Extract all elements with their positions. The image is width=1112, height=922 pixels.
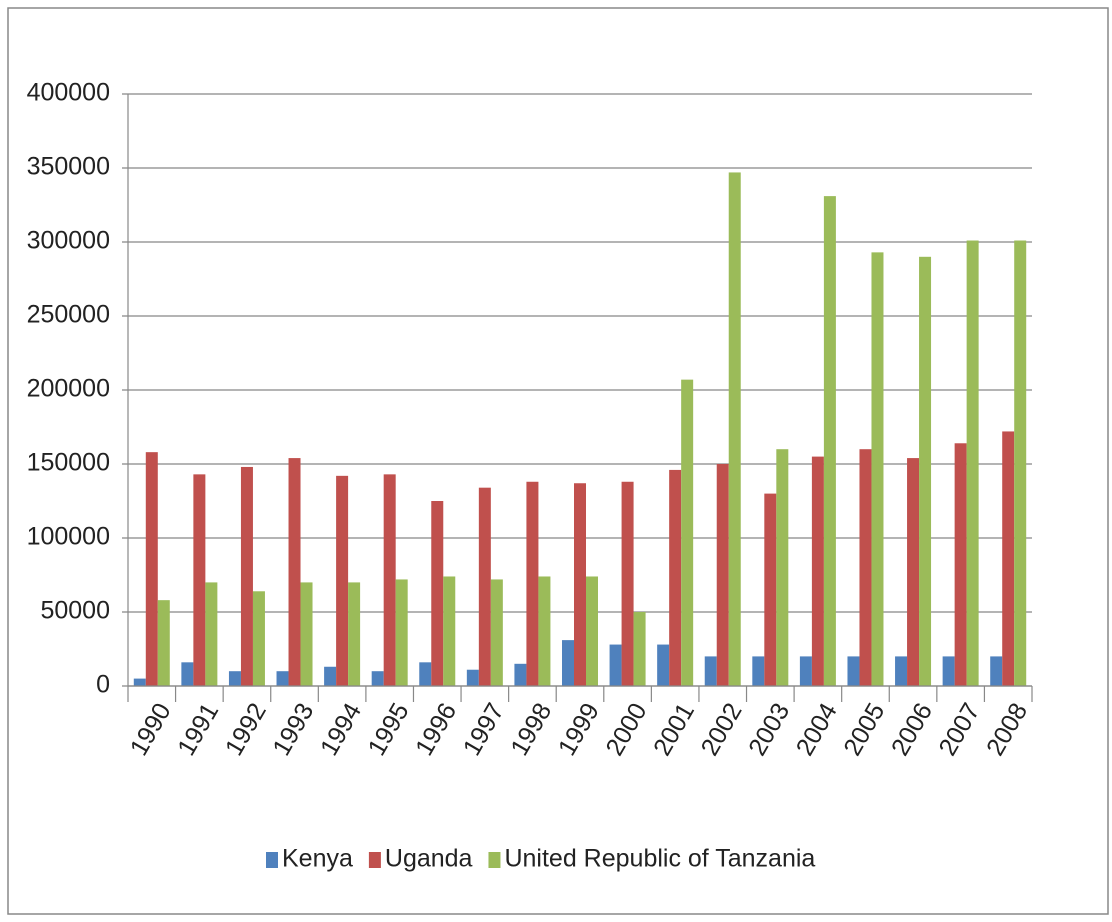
bar bbox=[966, 240, 979, 686]
bar bbox=[276, 671, 289, 686]
bar bbox=[288, 458, 301, 686]
bar bbox=[514, 663, 527, 686]
bar bbox=[811, 456, 824, 686]
bar bbox=[776, 449, 789, 686]
bar bbox=[704, 656, 717, 686]
bar bbox=[681, 379, 694, 686]
bar bbox=[133, 678, 146, 686]
bar bbox=[954, 443, 967, 686]
bar bbox=[348, 582, 361, 686]
bar bbox=[574, 483, 586, 686]
bar bbox=[181, 662, 194, 686]
bar bbox=[526, 481, 539, 686]
bar bbox=[657, 644, 670, 686]
bar bbox=[490, 579, 503, 686]
legend-swatch bbox=[488, 852, 501, 868]
y-tick-label: 350000 bbox=[27, 153, 110, 181]
bar bbox=[252, 591, 265, 686]
bar bbox=[336, 475, 349, 686]
bar bbox=[443, 576, 456, 686]
bar bbox=[431, 501, 444, 686]
bar bbox=[1002, 431, 1015, 686]
bar bbox=[752, 656, 765, 686]
legend-swatch bbox=[368, 852, 381, 868]
bar bbox=[669, 469, 682, 686]
bar bbox=[157, 600, 170, 686]
bar bbox=[871, 252, 884, 687]
bar bbox=[919, 256, 932, 686]
bar bbox=[859, 449, 872, 686]
bar bbox=[240, 466, 253, 686]
legend-label: Uganda bbox=[385, 845, 473, 873]
bar bbox=[324, 666, 337, 686]
chart-frame bbox=[7, 7, 1109, 915]
bar bbox=[193, 474, 206, 686]
bar bbox=[942, 656, 955, 686]
bar bbox=[586, 576, 598, 686]
bar bbox=[823, 196, 836, 686]
bar bbox=[419, 662, 432, 686]
bar bbox=[205, 582, 218, 686]
bar bbox=[716, 464, 729, 686]
bar bbox=[728, 172, 741, 686]
bar bbox=[799, 656, 812, 686]
legend-swatch bbox=[266, 852, 278, 868]
y-tick-label: 250000 bbox=[27, 301, 110, 329]
bar bbox=[764, 493, 777, 686]
y-tick-label: 100000 bbox=[27, 523, 110, 551]
bar bbox=[371, 671, 384, 686]
bar bbox=[478, 487, 491, 686]
bar bbox=[907, 458, 920, 686]
y-tick-label: 300000 bbox=[27, 227, 110, 255]
y-tick-label: 150000 bbox=[27, 449, 110, 477]
y-tick-label: 0 bbox=[96, 671, 110, 699]
y-tick-label: 50000 bbox=[40, 597, 110, 625]
bar bbox=[990, 656, 1003, 686]
bar bbox=[1014, 240, 1027, 686]
bar bbox=[621, 481, 634, 686]
bar bbox=[895, 656, 908, 686]
y-tick-label: 200000 bbox=[27, 375, 110, 403]
bar bbox=[562, 640, 574, 686]
bar bbox=[228, 671, 241, 686]
bar bbox=[383, 474, 396, 686]
legend-label: Kenya bbox=[282, 845, 353, 873]
bar bbox=[300, 582, 313, 686]
bar bbox=[633, 612, 646, 686]
bar bbox=[145, 452, 158, 686]
bar bbox=[847, 656, 860, 686]
bar bbox=[538, 576, 551, 686]
y-tick-label: 400000 bbox=[27, 79, 110, 107]
legend-label: United Republic of Tanzania bbox=[504, 845, 815, 873]
bar bbox=[395, 579, 408, 686]
bar bbox=[466, 669, 479, 686]
bar bbox=[609, 644, 622, 686]
